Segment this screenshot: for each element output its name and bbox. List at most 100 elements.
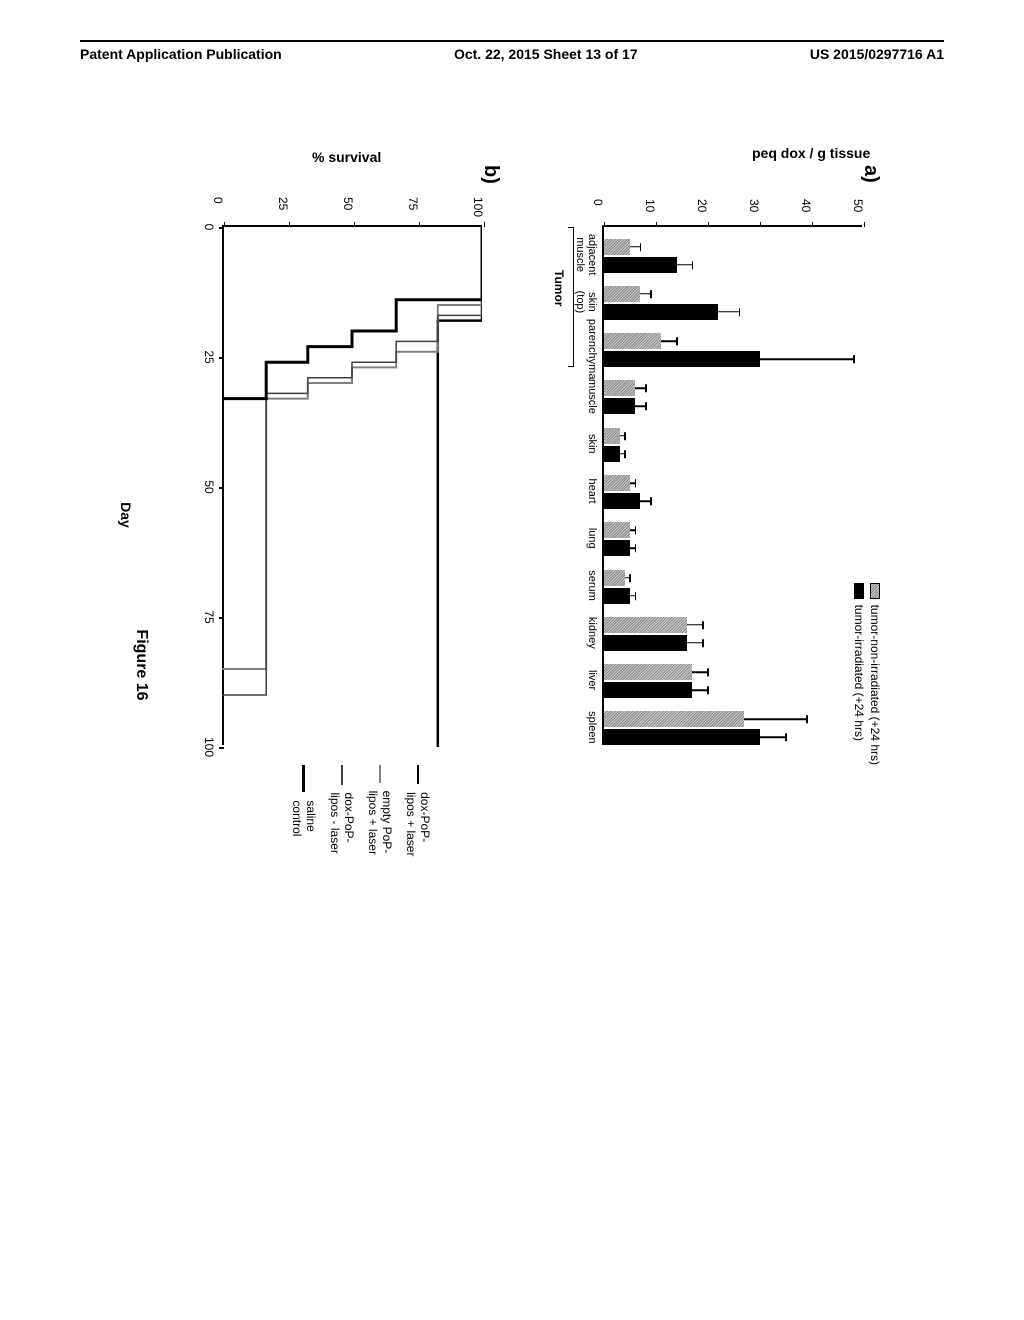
xtick: 25 (202, 350, 216, 363)
bar-irradiated (604, 588, 630, 604)
bar-group (604, 617, 687, 653)
ytick: 0 (211, 197, 225, 204)
errorbar (640, 293, 650, 295)
xtick: 100 (202, 737, 216, 757)
category-label: liver (586, 670, 598, 690)
line-sample-icon (417, 765, 420, 784)
category-label: spleen (586, 711, 598, 743)
panel-b-legend: dox-PoP-lipos + laser empty PoP-lipos + l… (280, 765, 432, 865)
errorbar (692, 689, 708, 691)
page-header: Patent Application Publication Oct. 22, … (80, 40, 944, 62)
bar-non-irradiated (604, 239, 630, 255)
errorbar (625, 577, 630, 579)
legend-row: saline control (290, 765, 318, 865)
category-label: skin (586, 434, 598, 454)
header-left: Patent Application Publication (80, 46, 282, 62)
category-label: heart (586, 478, 598, 503)
tumor-group-label: Tumor (552, 270, 566, 306)
category-label: skin (top) (574, 291, 598, 314)
errorbar (760, 737, 786, 739)
panel-b-xlabel: Day (118, 502, 134, 528)
errorbar (687, 642, 703, 644)
bar-group (604, 428, 620, 464)
errorbar (630, 530, 635, 532)
legend-row: dox-PoP-lipos + laser (404, 765, 432, 865)
panel-a-label: a) (859, 165, 882, 183)
legend-text: saline control (290, 800, 318, 865)
bar-irradiated (604, 729, 760, 745)
bar-irradiated (604, 682, 692, 698)
ytick: 75 (406, 197, 420, 210)
category-label: adjacent muscle (574, 234, 598, 276)
ytick: 50 (851, 199, 865, 212)
xtick: 0 (202, 224, 216, 231)
bar-non-irradiated (604, 286, 640, 302)
bar-non-irradiated (604, 428, 620, 444)
swatch-hatched-icon (870, 583, 880, 599)
bar-non-irradiated (604, 333, 661, 349)
bar-irradiated (604, 304, 718, 320)
errorbar (677, 264, 693, 266)
bar-non-irradiated (604, 711, 744, 727)
errorbar (630, 595, 635, 597)
line-sample-icon (379, 765, 381, 783)
bar-group (604, 286, 718, 322)
category-label: lung (586, 528, 598, 549)
errorbar (760, 358, 854, 360)
xtick: 50 (202, 480, 216, 493)
figure-container: a) tumor-non-irradiated (+24 hrs) tumor-… (122, 125, 902, 1205)
ytick: 25 (276, 197, 290, 210)
panel-a: a) tumor-non-irradiated (+24 hrs) tumor-… (522, 165, 882, 785)
panel-a-ylabel: peq dox / g tissue (752, 145, 870, 161)
ytick: 10 (643, 199, 657, 212)
ytick: 100 (471, 197, 485, 217)
bar-non-irradiated (604, 380, 635, 396)
bar-irradiated (604, 351, 760, 367)
ytick: 40 (799, 199, 813, 212)
bar-group (604, 570, 630, 606)
errorbar (630, 548, 635, 550)
errorbar (640, 500, 650, 502)
errorbar (620, 435, 625, 437)
tumor-bracket (568, 227, 574, 367)
legend-row: tumor-non-irradiated (+24 hrs) (868, 583, 882, 765)
errorbar (630, 482, 635, 484)
bar-non-irradiated (604, 522, 630, 538)
errorbar (692, 671, 708, 673)
line-sample-icon (341, 765, 343, 785)
bar-group (604, 711, 760, 747)
bar-irradiated (604, 635, 687, 651)
errorbar (744, 719, 806, 721)
survival-curve (222, 227, 482, 695)
bar-non-irradiated (604, 617, 687, 633)
survival-plot (222, 227, 482, 747)
legend-text: dox-PoP-lipos - laser (328, 793, 356, 865)
category-label: serum (586, 570, 598, 601)
errorbar (687, 624, 703, 626)
panel-b: b) % survival 0255075100 0255075100 Day … (162, 165, 502, 865)
bar-non-irradiated (604, 475, 630, 491)
errorbar (661, 340, 677, 342)
category-label: kidney (586, 617, 598, 649)
bar-group (604, 380, 635, 416)
ytick: 30 (747, 199, 761, 212)
panel-b-ylabel: % survival (312, 149, 381, 165)
figure-caption: Figure 16 (132, 629, 150, 700)
errorbar (620, 453, 625, 455)
survival-curve (222, 227, 482, 669)
bar-group (604, 239, 677, 275)
category-label: parenchyma (586, 319, 598, 380)
bar-irradiated (604, 446, 620, 462)
bar-irradiated (604, 257, 677, 273)
bar-non-irradiated (604, 570, 625, 586)
panel-a-chart: 01020304050 (602, 225, 862, 745)
bar-non-irradiated (604, 664, 692, 680)
bar-irradiated (604, 540, 630, 556)
header-center: Oct. 22, 2015 Sheet 13 of 17 (454, 46, 638, 62)
ytick: 50 (341, 197, 355, 210)
legend-text: tumor-non-irradiated (+24 hrs) (868, 605, 882, 765)
legend-row: dox-PoP-lipos - laser (328, 765, 356, 865)
ytick: 20 (695, 199, 709, 212)
legend-text: empty PoP-lipos + laser (366, 791, 394, 865)
line-sample-icon (303, 765, 306, 792)
